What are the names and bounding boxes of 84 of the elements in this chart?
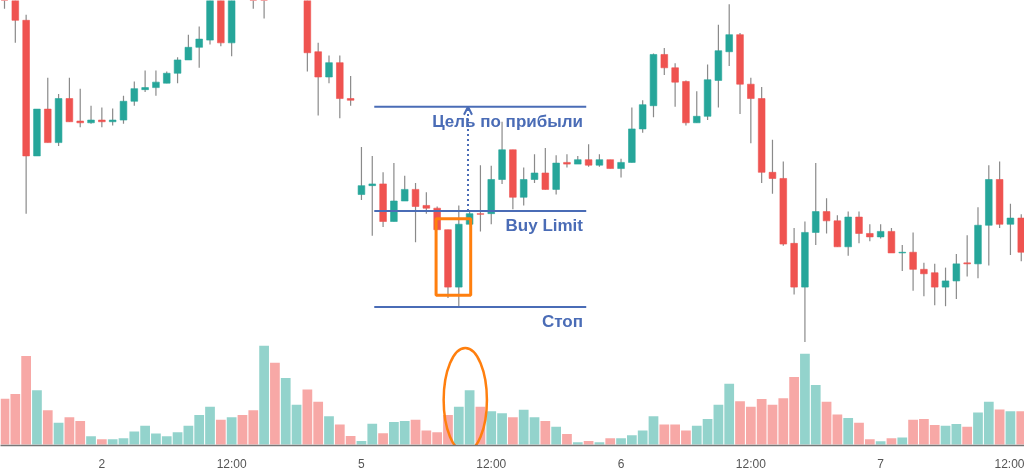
candlestick (541, 147, 549, 190)
candlestick (368, 155, 376, 237)
candlestick (693, 90, 701, 124)
candlestick (963, 234, 971, 278)
candlestick (401, 175, 409, 202)
bar (572, 442, 583, 445)
candlestick (357, 146, 366, 201)
candlestick (941, 267, 950, 307)
candlestick (660, 47, 668, 76)
candlestick (920, 262, 928, 297)
bar (270, 362, 280, 445)
candlestick (1006, 203, 1015, 256)
candlestick (909, 231, 917, 292)
candlestick (195, 25, 203, 69)
candlestick (65, 77, 74, 123)
candlestick (346, 75, 355, 107)
candlestick (141, 69, 149, 93)
candlestick (812, 162, 820, 246)
x-tick-label: 12:00 (994, 456, 1024, 471)
bar (832, 414, 843, 445)
candlestick (184, 34, 193, 61)
bar (96, 439, 107, 445)
candlestick (768, 139, 777, 195)
bar (53, 422, 64, 445)
bar (378, 433, 388, 445)
candlestick (617, 158, 625, 179)
candlestick (476, 164, 485, 233)
candlestick (898, 244, 906, 272)
x-tick-label: 2 (98, 456, 106, 471)
candlestick (152, 69, 160, 97)
bar (42, 410, 53, 445)
candlestick (671, 62, 679, 108)
x-tick-label: 12:00 (735, 456, 767, 471)
bar (605, 438, 616, 445)
bar (594, 442, 605, 445)
candlestick (822, 197, 831, 235)
bar (324, 416, 334, 445)
bar (1005, 411, 1016, 445)
x-tick-label: 5 (358, 456, 366, 471)
bar (215, 419, 226, 445)
candlestick (931, 263, 939, 306)
candlestick (855, 211, 863, 244)
candlestick (87, 105, 95, 125)
candlestick (584, 143, 593, 168)
candlestick (520, 166, 528, 207)
bar (886, 438, 897, 445)
candlestick (325, 54, 333, 84)
bar (551, 426, 562, 445)
candlestick (952, 253, 961, 300)
candlestick (76, 88, 84, 128)
candlestick (390, 162, 398, 223)
candlestick (725, 3, 733, 67)
candlestick (173, 56, 182, 84)
bar (875, 441, 886, 445)
candlestick (98, 106, 106, 128)
bar (583, 440, 594, 445)
bar (962, 426, 973, 445)
bar (86, 436, 96, 445)
candlestick (887, 227, 896, 254)
ref-line-label: Стоп (541, 311, 583, 331)
x-tick-label: 12:00 (216, 456, 247, 471)
candlestick (411, 182, 420, 243)
bar (508, 417, 518, 445)
x-tick-label: 12:00 (476, 456, 507, 471)
candlestick (422, 191, 430, 215)
candlestick (530, 153, 539, 184)
x-tick-label: 7 (877, 456, 885, 471)
candlestick (11, 0, 19, 44)
ref-line-label: Buy Limit (505, 215, 584, 235)
x-tick-label: 6 (617, 456, 625, 471)
bar (821, 401, 832, 445)
bar (32, 390, 42, 445)
bar (562, 434, 572, 445)
candlestick (130, 80, 138, 107)
candlestick (563, 153, 571, 169)
bar (226, 417, 237, 445)
bar (540, 421, 551, 445)
bar (897, 437, 908, 445)
bar (843, 418, 854, 445)
bar (994, 409, 1005, 445)
candlestick (747, 77, 755, 144)
candlestick (119, 95, 128, 125)
bar (259, 345, 269, 445)
ref-line-label: Цель по прибыли (432, 111, 583, 131)
